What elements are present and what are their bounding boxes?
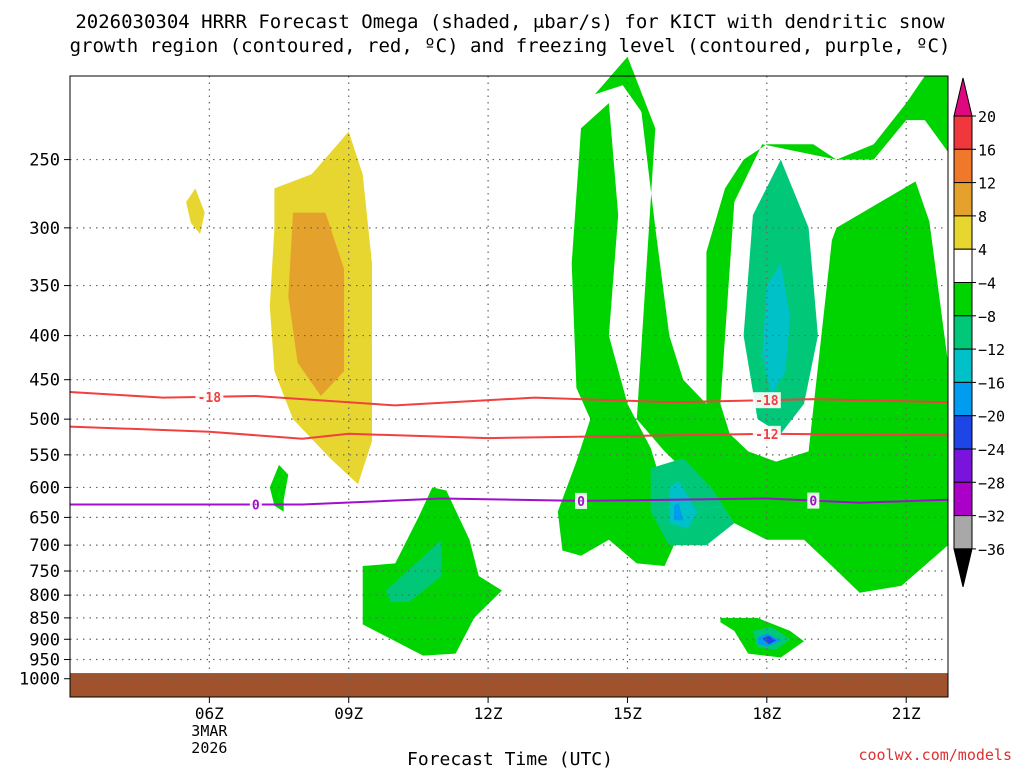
omega-region-0 xyxy=(186,188,205,234)
contour-label-bg xyxy=(249,496,262,513)
x-tick-date: 3MAR xyxy=(191,722,228,740)
contour-label-bg xyxy=(575,492,588,509)
colorbar-bin xyxy=(953,315,973,350)
contour-label-bg xyxy=(195,388,224,405)
colorbar-bin xyxy=(953,515,973,550)
colorbar-label: −24 xyxy=(978,441,1005,459)
contour-label-bg xyxy=(807,492,820,509)
y-tick-label: 500 xyxy=(29,410,60,430)
contour-label-0: 0 xyxy=(252,499,260,514)
omega-region-3 xyxy=(269,464,289,512)
colorbar-label: 4 xyxy=(978,241,987,259)
colorbar-bin xyxy=(953,215,973,250)
colorbar-label: −4 xyxy=(978,275,996,293)
colorbar-label: −28 xyxy=(978,474,1005,492)
y-tick-label: 850 xyxy=(29,609,60,629)
y-tick-label: 900 xyxy=(29,630,60,650)
colorbar-bin xyxy=(953,381,973,417)
y-tick-label: 600 xyxy=(29,478,60,498)
contour-label-bg xyxy=(752,425,781,442)
y-tick-label: 350 xyxy=(29,277,60,297)
omega-region-16 xyxy=(762,635,777,645)
colorbar-arrow-top xyxy=(953,77,973,117)
colorbar-label: −36 xyxy=(978,541,1005,559)
y-tick-label: 300 xyxy=(29,219,60,239)
colorbar-label: −16 xyxy=(978,374,1005,392)
contour-line--12 xyxy=(69,425,949,440)
colorbar-bin xyxy=(953,148,973,184)
colorbar-label: −8 xyxy=(978,308,996,326)
colorbar-label: −32 xyxy=(978,508,1005,526)
omega-region-2 xyxy=(288,212,345,396)
y-tick-label: 400 xyxy=(29,327,60,347)
chart-title-line2: growth region (contoured, red, ºC) and f… xyxy=(70,35,951,57)
omega-region-5 xyxy=(385,539,442,603)
colorbar-bin xyxy=(953,282,973,317)
plot-frame xyxy=(69,75,949,698)
y-tick-label: 800 xyxy=(29,586,60,606)
y-tick-label: 700 xyxy=(29,536,60,556)
x-tick-label: 12Z xyxy=(474,704,503,723)
contour-line--18 xyxy=(69,391,949,407)
x-tick-label: 06Z xyxy=(195,704,224,723)
x-tick-label: 15Z xyxy=(613,704,642,723)
chart-title-line1: 2026030304 HRRR Forecast Omega (shaded, … xyxy=(75,11,945,33)
contour-label-0: 0 xyxy=(809,495,817,510)
x-tick-label: 21Z xyxy=(892,704,921,723)
contour-label--18: -18 xyxy=(198,391,222,406)
x-tick-year: 2026 xyxy=(191,739,227,757)
x-tick-label: 18Z xyxy=(752,704,781,723)
colorbar-bin xyxy=(953,182,973,217)
colorbar-label: 20 xyxy=(978,108,996,126)
colorbar-label: 16 xyxy=(978,141,996,159)
y-tick-label: 450 xyxy=(29,371,60,391)
x-tick-label: 09Z xyxy=(334,704,363,723)
ground-surface xyxy=(70,673,948,697)
omega-region-7 xyxy=(557,103,674,566)
colorbar-bin xyxy=(953,415,973,450)
colorbar-arrow-bottom xyxy=(953,548,973,588)
omega-region-12 xyxy=(762,263,791,396)
colorbar-bin xyxy=(953,248,973,283)
y-tick-label: 750 xyxy=(29,562,60,582)
contour-label--12: -12 xyxy=(755,428,778,443)
omega-region-10 xyxy=(673,502,684,521)
watermark: coolwx.com/models xyxy=(858,746,1012,764)
colorbar-label: 8 xyxy=(978,208,987,226)
colorbar-bin xyxy=(953,481,973,517)
colorbar-bin xyxy=(953,448,973,483)
colorbar-label: −12 xyxy=(978,341,1005,359)
contour-line-0 xyxy=(70,497,949,506)
y-tick-label: 550 xyxy=(29,446,60,466)
contour-label-bg xyxy=(752,392,781,409)
contour-label--18: -18 xyxy=(755,394,779,409)
y-tick-label: 650 xyxy=(29,508,60,528)
y-tick-label: 1000 xyxy=(19,670,60,690)
y-tick-label: 950 xyxy=(29,651,60,671)
colorbar-bin xyxy=(953,348,973,383)
colorbar-bin xyxy=(953,115,973,150)
contour-label-0: 0 xyxy=(577,495,585,510)
colorbar-label: 12 xyxy=(978,175,996,193)
y-tick-label: 250 xyxy=(29,151,60,171)
colorbar-label: −20 xyxy=(978,408,1005,426)
x-axis-label: Forecast Time (UTC) xyxy=(407,749,613,768)
